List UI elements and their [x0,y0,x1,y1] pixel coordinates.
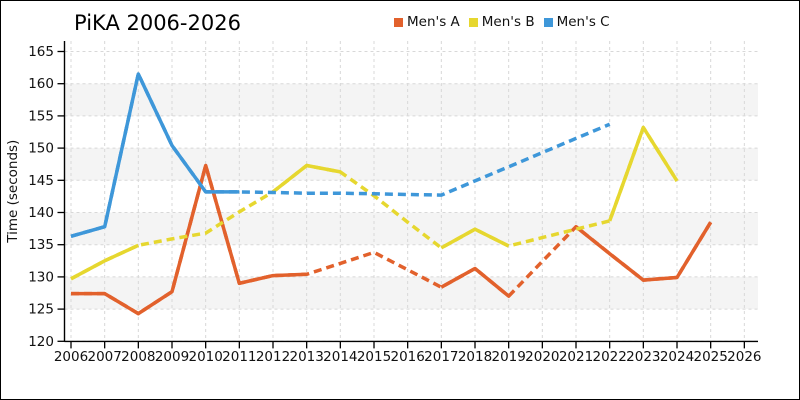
x-tick-label: 2015 [357,349,391,365]
series-solid-men-s-a [71,163,307,316]
x-tick-label: 2024 [660,349,694,365]
legend-item-mens-a[interactable]: Men's A [394,14,460,30]
series-solid-men-s-b [440,227,510,250]
y-tick-label: 165 [28,44,54,60]
band [64,212,758,245]
x-tick-label: 2017 [424,349,458,365]
series-solid-men-s-c [70,72,240,238]
legend-item-mens-c[interactable]: Men's C [543,14,610,30]
x-tick-label: 2008 [121,349,155,365]
x-tick-label: 2006 [54,349,88,365]
y-tick-label: 155 [28,108,54,124]
legend-swatch-mens-c [543,17,553,27]
x-tick-label: 2012 [256,349,290,365]
x-tick-label: 2019 [491,349,525,365]
y-tick-label: 145 [28,173,54,189]
legend-swatch-mens-b [468,17,478,27]
series-dashed-men-s-b [70,125,679,281]
series-solid-men-s-a [574,221,713,282]
y-tick-label: 150 [28,141,54,157]
y-tick-label: 140 [28,205,54,221]
series-solid-men-s-b [70,243,140,281]
band [64,83,758,116]
series-solid-men-s-a [440,266,510,298]
legend-item-mens-b[interactable]: Men's B [468,14,535,30]
x-tick-label: 2010 [188,349,222,365]
x-tick-label: 2022 [592,349,626,365]
x-tick-label: 2013 [289,349,323,365]
legend-swatch-mens-a [394,17,403,27]
x-tick-label: 2014 [323,349,357,365]
legend: Men's A Men's B Men's C [394,14,610,30]
x-tick-label: 2011 [222,349,256,365]
legend-label-mens-a: Men's A [407,14,460,30]
x-tick-label: 2021 [559,349,593,365]
x-tick-label: 2018 [458,349,492,365]
x-tick-label: 2020 [525,349,559,365]
series-dashed-men-s-c [70,72,611,238]
y-axis-title: Time (seconds) [5,140,21,244]
y-tick-label: 130 [28,269,54,285]
x-tick-label: 2023 [626,349,660,365]
x-tick-label: 2007 [87,349,121,365]
chart-title: PiKA 2006-2026 [74,11,241,35]
band [64,148,758,181]
series-solid-men-s-b [608,125,679,222]
x-tick-label: 2026 [727,349,761,365]
y-tick-label: 125 [28,302,54,318]
x-tick-label: 2025 [693,349,727,365]
legend-label-mens-c: Men's C [556,14,610,30]
series-solid-men-s-b [271,163,341,194]
y-tick-label: 120 [28,334,54,350]
band [64,276,758,310]
x-tick-label: 2016 [390,349,424,365]
y-tick-label: 160 [28,76,54,92]
y-tick-label: 135 [28,237,54,253]
x-tick-label: 2009 [155,349,189,365]
legend-label-mens-b: Men's B [481,14,535,30]
